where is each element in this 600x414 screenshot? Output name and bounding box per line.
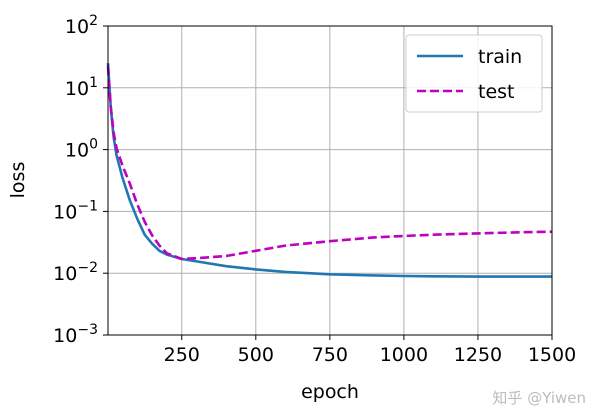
y-axis-ticks: 102 101 100 10−1 10−2 10−3	[53, 13, 108, 347]
x-tick-label: 250	[164, 344, 200, 366]
legend-test-label: test	[478, 81, 515, 103]
legend: train test	[405, 34, 543, 113]
x-tick-label: 750	[312, 344, 348, 366]
x-tick-label: 500	[238, 344, 274, 366]
series-lines	[106, 63, 553, 278]
y-tick-label: 100	[65, 137, 98, 162]
series-line-test	[106, 66, 553, 261]
y-tick-label: 10−3	[53, 322, 98, 347]
x-tick-label: 1000	[380, 344, 428, 366]
x-tick-label: 1250	[454, 344, 502, 366]
x-tick-label: 1500	[528, 344, 576, 366]
legend-train-label: train	[478, 46, 522, 68]
y-tick-label: 10−1	[53, 198, 98, 223]
x-axis-ticks: 250 500 750 1000 1250 1500	[164, 335, 576, 366]
y-tick-label: 102	[65, 13, 98, 38]
y-tick-label: 10−2	[53, 260, 98, 285]
legend-box	[405, 34, 543, 113]
y-axis-title: loss	[7, 162, 29, 199]
watermark: 知乎 @Yiwen	[492, 389, 586, 407]
y-tick-label: 101	[65, 75, 98, 100]
x-axis-title: epoch	[301, 381, 359, 403]
